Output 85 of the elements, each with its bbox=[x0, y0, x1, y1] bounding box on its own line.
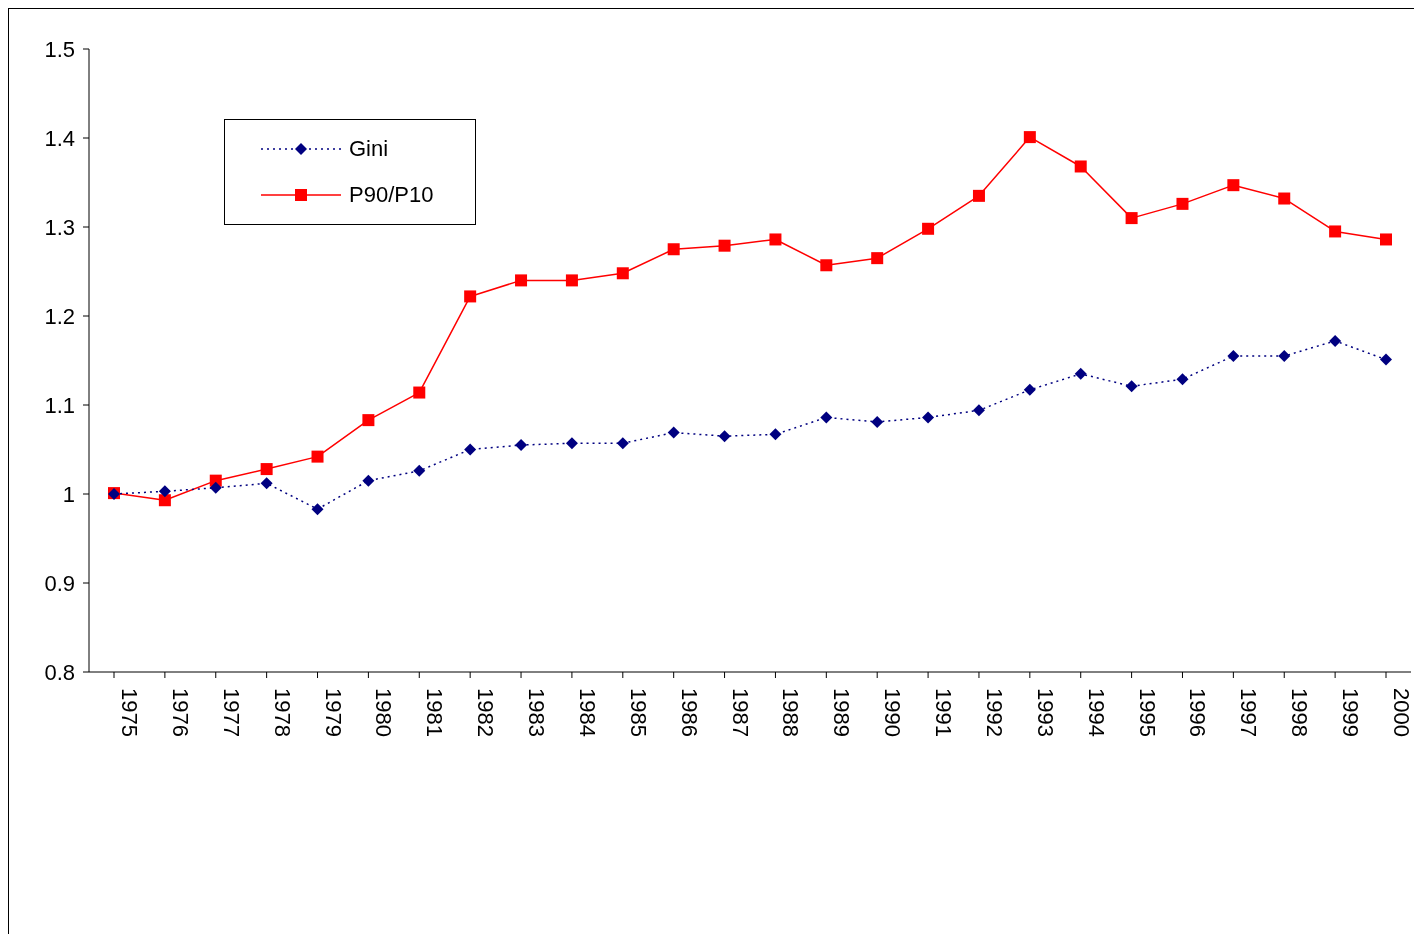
x-tick-label: 1999 bbox=[1338, 688, 1364, 737]
point bbox=[616, 437, 629, 450]
x-tick-label: 1989 bbox=[829, 688, 855, 737]
point bbox=[464, 443, 477, 456]
point bbox=[667, 426, 680, 439]
x-tick-label: 1992 bbox=[981, 688, 1007, 737]
x-tick-label: 1979 bbox=[320, 688, 346, 737]
x-tick-label: 1982 bbox=[473, 688, 499, 737]
point bbox=[1227, 350, 1240, 363]
x-tick-label: 1990 bbox=[880, 688, 906, 737]
legend-label: Gini bbox=[349, 136, 389, 162]
point bbox=[1023, 383, 1036, 396]
point bbox=[1125, 212, 1138, 225]
point bbox=[158, 485, 171, 498]
point bbox=[260, 463, 273, 476]
point bbox=[1125, 380, 1138, 393]
point bbox=[820, 411, 833, 424]
point bbox=[616, 267, 629, 280]
point bbox=[515, 439, 528, 452]
point bbox=[820, 259, 833, 272]
x-tick-label: 1985 bbox=[625, 688, 651, 737]
x-tick-label: 1998 bbox=[1287, 688, 1313, 737]
y-tick-label: 1.2 bbox=[44, 304, 75, 329]
point bbox=[1176, 373, 1189, 386]
point bbox=[972, 404, 985, 417]
x-tick-label: 1996 bbox=[1185, 688, 1211, 737]
x-tick-label: 1983 bbox=[524, 688, 550, 737]
point bbox=[209, 481, 222, 494]
y-tick-label: 0.9 bbox=[44, 571, 75, 596]
legend-label: P90/P10 bbox=[349, 182, 434, 208]
point bbox=[464, 290, 477, 303]
x-tick-label: 1986 bbox=[676, 688, 702, 737]
point bbox=[311, 450, 324, 463]
x-tick-label: 2000 bbox=[1389, 688, 1414, 737]
x-tick-label: 1976 bbox=[167, 688, 193, 737]
point bbox=[769, 233, 782, 246]
x-tick-label: 1993 bbox=[1032, 688, 1058, 737]
point bbox=[922, 222, 935, 235]
point bbox=[1380, 353, 1392, 366]
point bbox=[565, 274, 578, 287]
point bbox=[158, 494, 171, 507]
point bbox=[413, 386, 426, 399]
point bbox=[260, 477, 273, 490]
x-tick-label: 1975 bbox=[117, 688, 142, 737]
y-tick-label: 1.4 bbox=[44, 126, 75, 151]
point bbox=[972, 189, 985, 202]
point bbox=[1380, 233, 1392, 246]
x-tick-label: 1980 bbox=[371, 688, 397, 737]
y-tick-label: 1 bbox=[62, 482, 75, 507]
point bbox=[1074, 160, 1087, 173]
x-tick-label: 1988 bbox=[778, 688, 804, 737]
point bbox=[565, 437, 578, 450]
x-tick-label: 1981 bbox=[422, 688, 448, 737]
x-tick-label: 1995 bbox=[1134, 688, 1160, 737]
point bbox=[769, 428, 782, 441]
x-tick-label: 1984 bbox=[574, 688, 600, 737]
point bbox=[1329, 334, 1342, 347]
point bbox=[1176, 197, 1189, 210]
point bbox=[1023, 131, 1036, 144]
point bbox=[871, 252, 884, 265]
point bbox=[922, 411, 935, 424]
point bbox=[1278, 350, 1291, 363]
x-tick-label: 1977 bbox=[218, 688, 244, 737]
x-tick-label: 1991 bbox=[931, 688, 957, 737]
point bbox=[362, 474, 375, 487]
point bbox=[1074, 367, 1087, 380]
x-tick-label: 1987 bbox=[727, 688, 753, 737]
point bbox=[311, 503, 324, 516]
point bbox=[871, 415, 884, 428]
point bbox=[718, 430, 731, 443]
x-tick-label: 1978 bbox=[269, 688, 295, 737]
y-tick-label: 1.3 bbox=[44, 215, 75, 240]
point bbox=[1227, 179, 1240, 192]
y-tick-label: 0.8 bbox=[44, 660, 75, 685]
x-tick-label: 1994 bbox=[1083, 688, 1109, 737]
y-tick-label: 1.5 bbox=[44, 37, 75, 62]
point bbox=[1329, 225, 1342, 238]
point bbox=[515, 274, 528, 287]
y-tick-label: 1.1 bbox=[44, 393, 75, 418]
x-tick-label: 1997 bbox=[1236, 688, 1262, 737]
point bbox=[667, 243, 680, 256]
point bbox=[413, 464, 426, 477]
point bbox=[718, 239, 731, 252]
point bbox=[362, 414, 375, 427]
point bbox=[1278, 192, 1291, 205]
